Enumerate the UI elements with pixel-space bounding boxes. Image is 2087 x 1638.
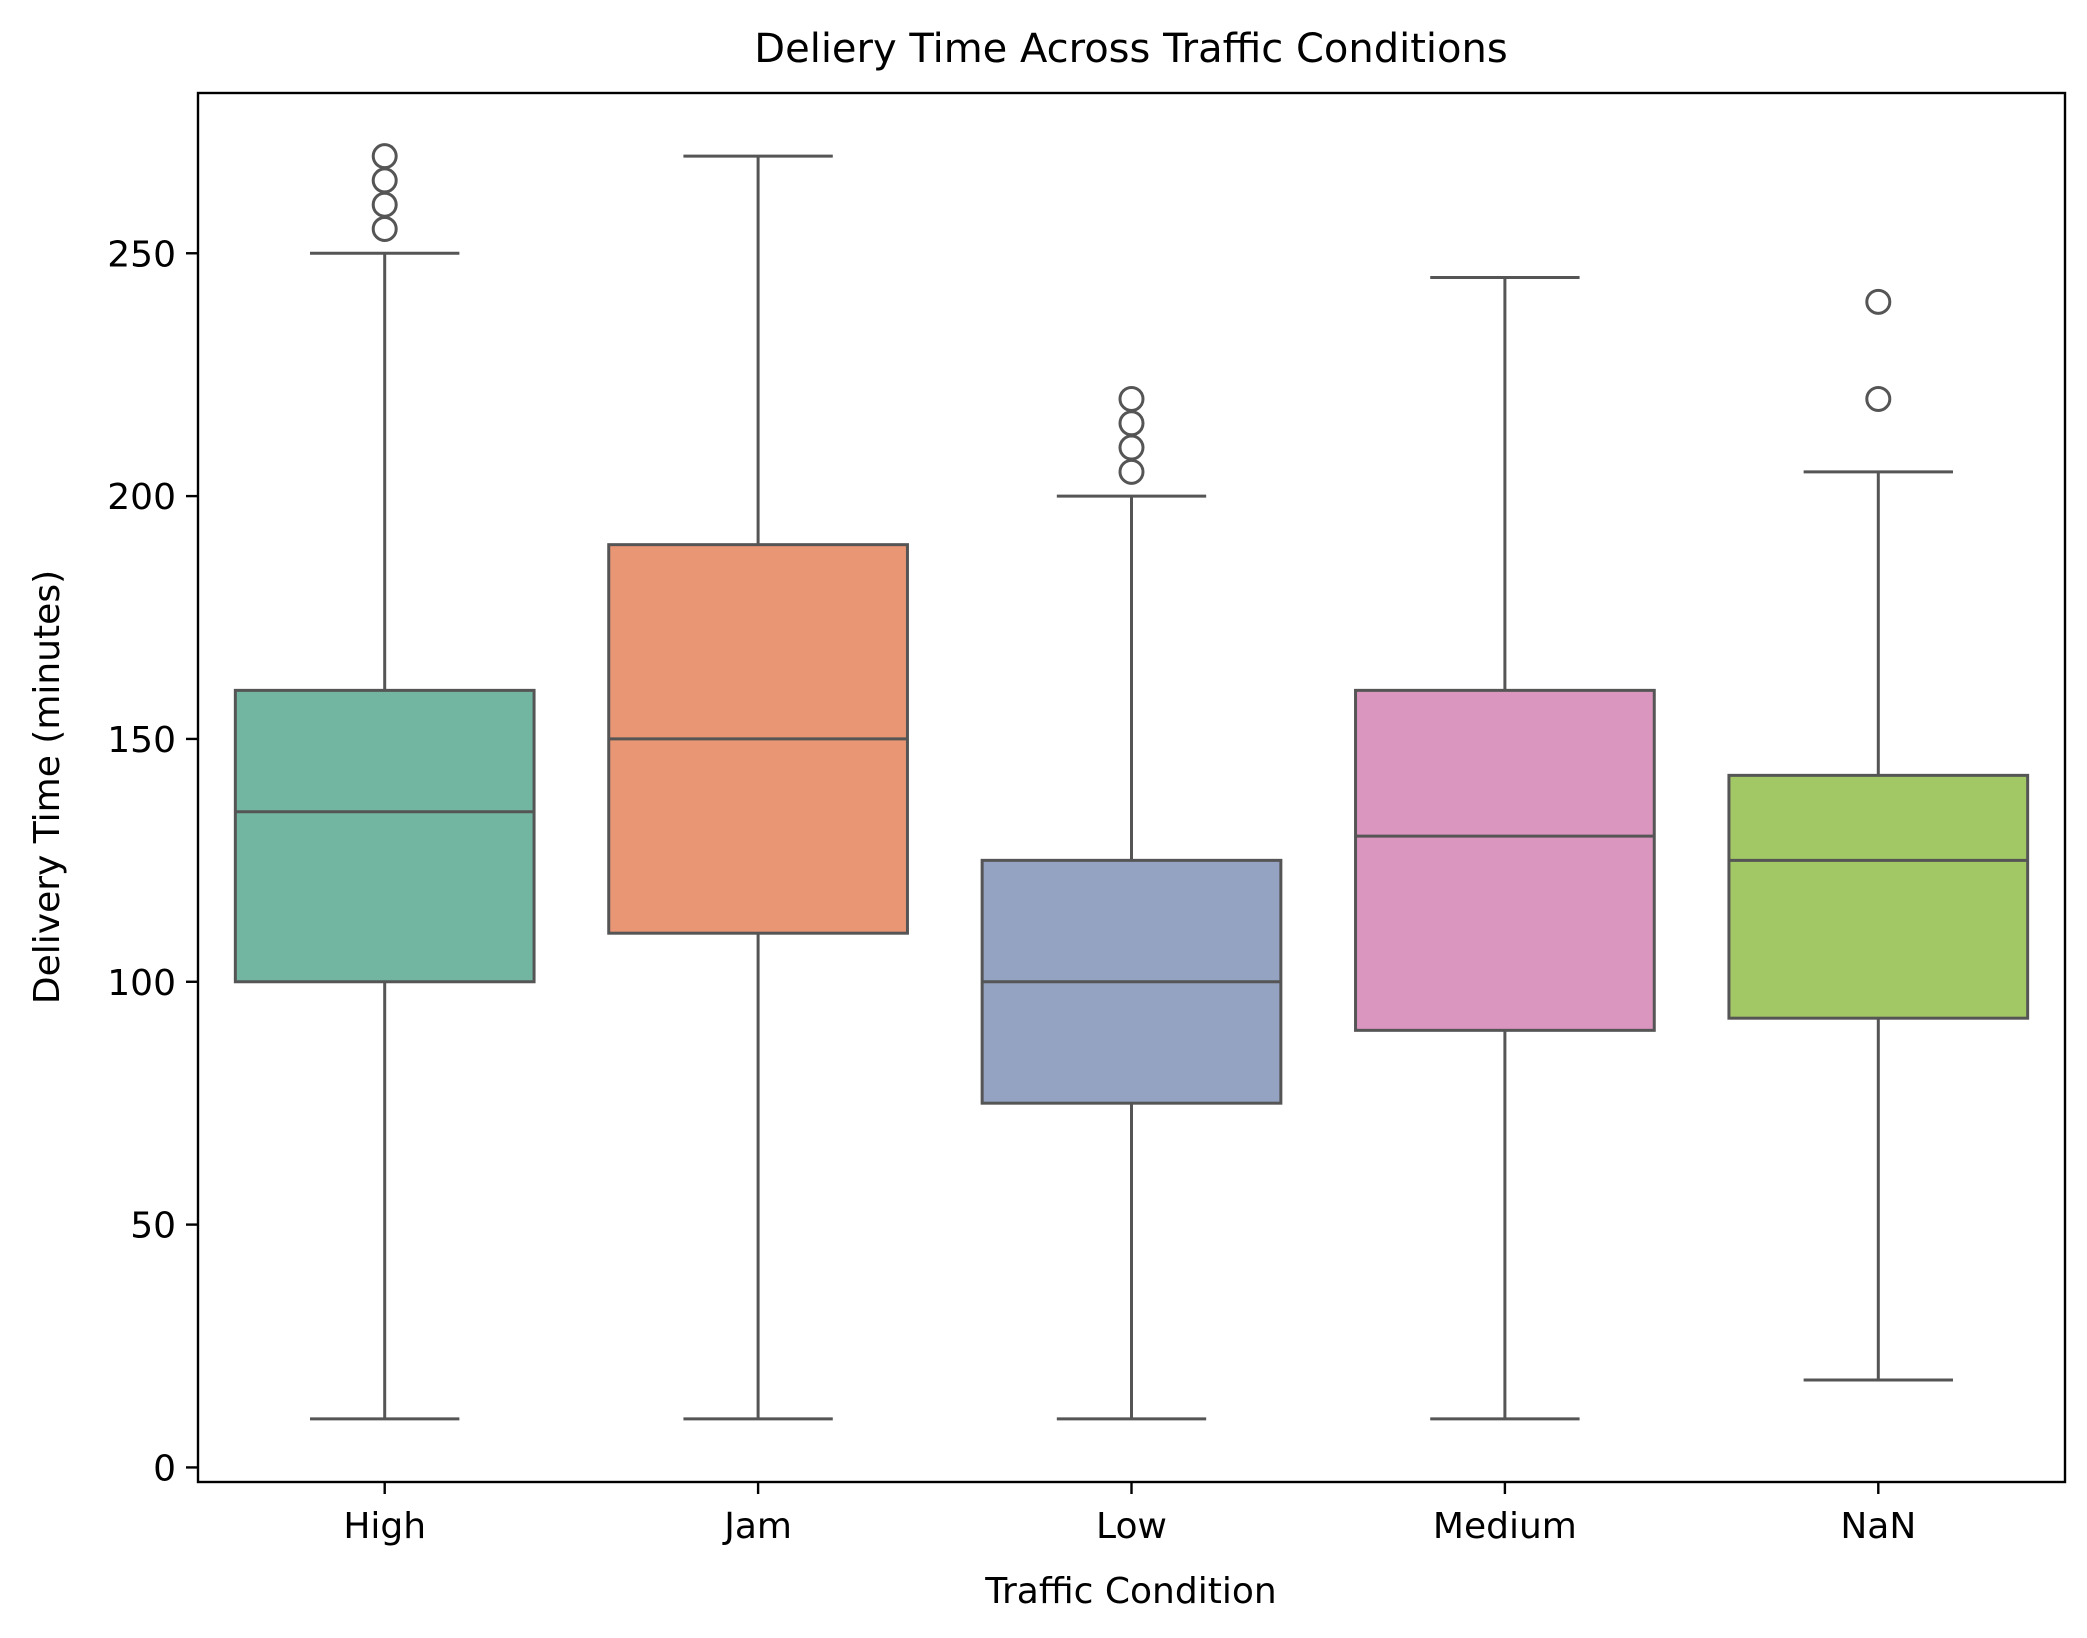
box-high <box>233 688 536 984</box>
outlier-point-high <box>371 143 398 170</box>
box-group-jam <box>607 154 909 1421</box>
x-tick-label-jam: Jam <box>722 1506 792 1547</box>
y-tick-label-100: 100 <box>107 963 176 1004</box>
y-tick-label-250: 250 <box>107 234 176 275</box>
box-group-medium <box>1354 276 1656 1421</box>
outlier-point-nan <box>1865 385 1892 412</box>
x-tick-label-nan: NaN <box>1840 1506 1916 1547</box>
y-axis: 0 50 100 150 200 250 <box>107 234 198 1489</box>
x-axis: High Jam Low Medium NaN <box>343 1482 1916 1547</box>
x-axis-label: Traffic Condition <box>984 1571 1276 1612</box>
y-axis-label: Delivery Time (minutes) <box>27 570 68 1004</box>
outlier-point-low <box>1118 385 1145 412</box>
outlier-point-nan <box>1865 288 1892 315</box>
y-tick-label-150: 150 <box>107 720 176 761</box>
x-tick-label-high: High <box>343 1506 426 1547</box>
x-tick-label-low: Low <box>1096 1506 1167 1547</box>
box-group-low <box>980 385 1283 1421</box>
box-group-high <box>233 143 536 1421</box>
chart-title: Deliery Time Across Traffic Conditions <box>754 26 1507 72</box>
x-tick-label-medium: Medium <box>1433 1506 1577 1547</box>
box-medium <box>1354 688 1656 1032</box>
y-tick-label-50: 50 <box>130 1206 176 1247</box>
chart-marks <box>233 143 2030 1421</box>
box-nan <box>1727 773 2030 1020</box>
y-tick-label-200: 200 <box>107 477 176 518</box>
box-group-nan <box>1727 288 2030 1382</box>
plot-frame <box>196 91 2067 1484</box>
y-tick-label-0: 0 <box>153 1448 176 1489</box>
